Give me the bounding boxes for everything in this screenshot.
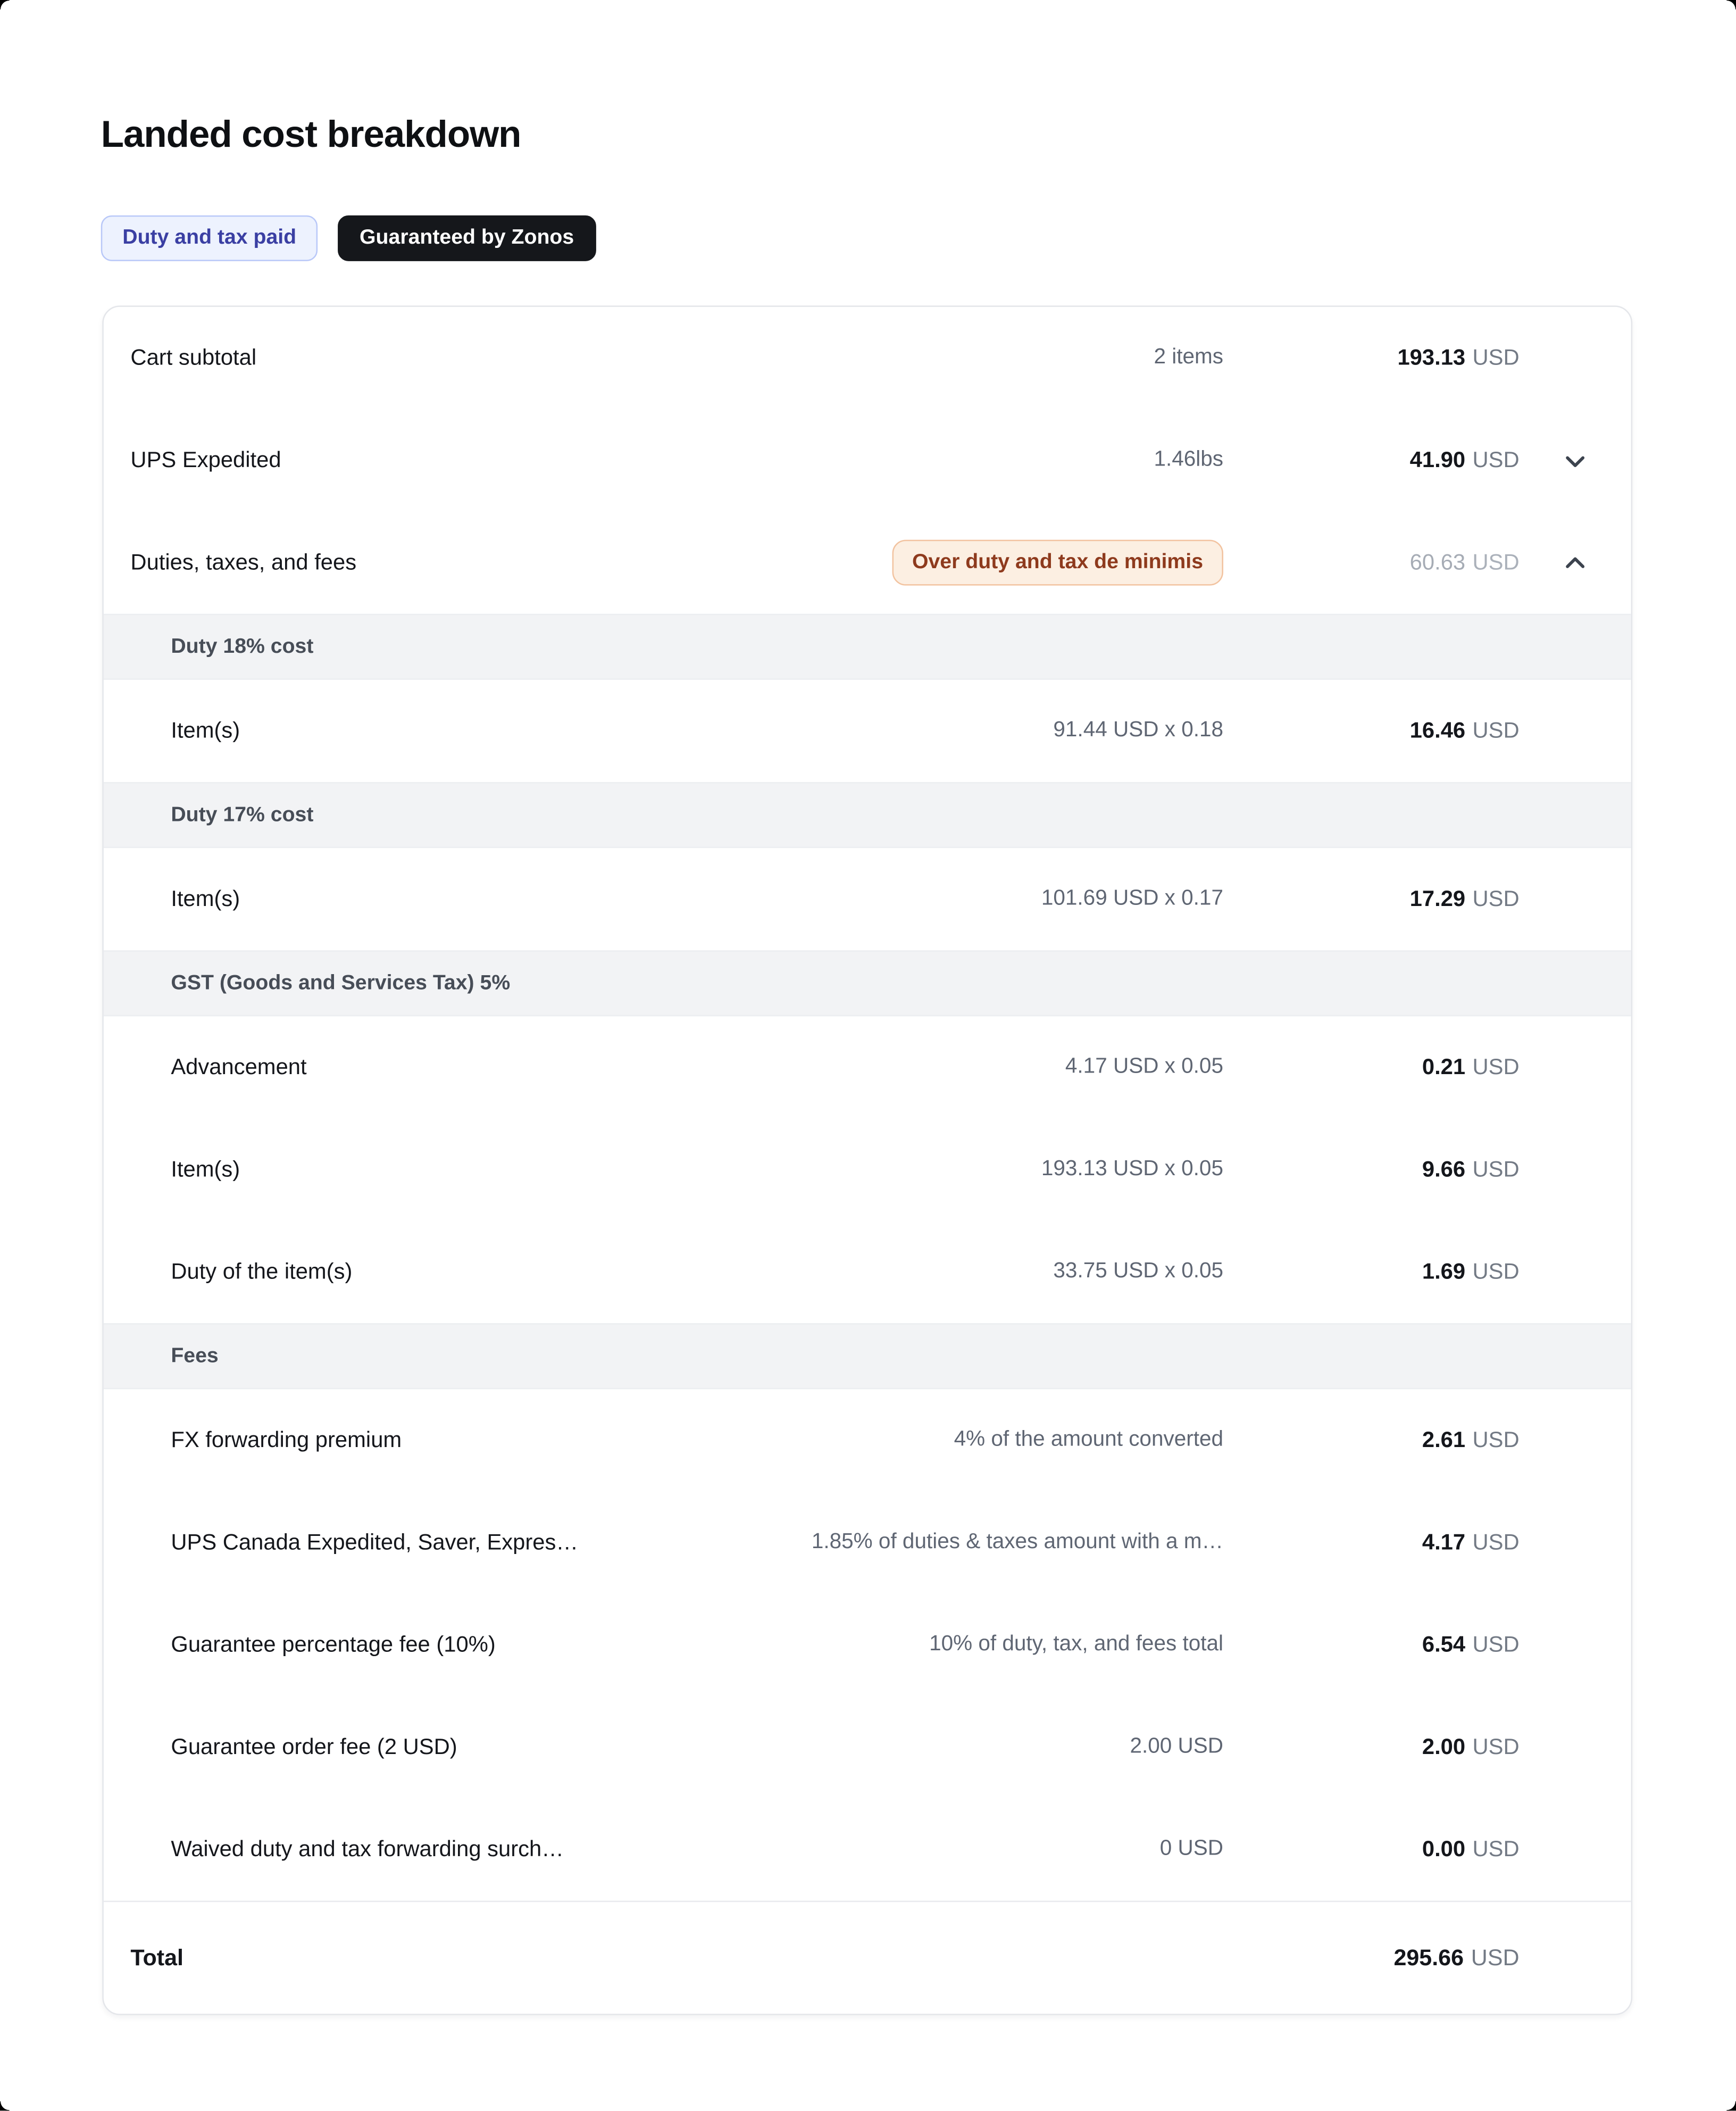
row-waived-forwarding-surcharge: Waived duty and tax forwarding surch… 0 … — [104, 1798, 1631, 1900]
section-header-gst: GST (Goods and Services Tax) 5% — [103, 950, 1631, 1017]
row-amount: 2.61 USD — [1422, 1427, 1520, 1452]
row-detail: 2 items — [1154, 346, 1223, 369]
row-label: Item(s) — [171, 718, 240, 743]
row-label: Guarantee order fee (2 USD) — [171, 1734, 457, 1759]
row-detail: 4.17 USD x 0.05 — [1065, 1055, 1223, 1078]
row-amount: 1.69 USD — [1422, 1259, 1520, 1284]
row-guarantee-order-fee: Guarantee order fee (2 USD) 2.00 USD 2.0… — [104, 1696, 1631, 1798]
row-amount: 17.29 USD — [1409, 886, 1520, 911]
row-label: Item(s) — [171, 886, 240, 911]
row-ups-expedited[interactable]: UPS Expedited 1.46lbs 41.90 USD — [104, 409, 1631, 511]
row-guarantee-percentage-fee: Guarantee percentage fee (10%) 10% of du… — [104, 1594, 1631, 1696]
corner-notch — [1726, 2101, 1736, 2111]
landed-cost-card: Cart subtotal 2 items 193.13 USD UPS Expe… — [102, 305, 1633, 2015]
row-detail: Over duty and tax de minimis — [356, 539, 1223, 586]
over-de-minimis-badge: Over duty and tax de minimis — [892, 539, 1223, 586]
status-badges: Duty and tax paid Guaranteed by Zonos — [101, 215, 596, 261]
duty-and-tax-paid-badge: Duty and tax paid — [101, 215, 318, 261]
row-detail: 193.13 USD x 0.05 — [1041, 1158, 1223, 1181]
row-label: FX forwarding premium — [171, 1427, 402, 1452]
row-duties-taxes-fees[interactable]: Duties, taxes, and fees Over duty and ta… — [104, 511, 1631, 613]
row-detail: 91.44 USD x 0.18 — [1053, 719, 1223, 742]
page-title: Landed cost breakdown — [101, 113, 522, 155]
row-detail: 10% of duty, tax, and fees total — [929, 1633, 1223, 1656]
row-detail: 1.85% of duties & taxes amount with a m… — [811, 1530, 1223, 1553]
row-detail: 101.69 USD x 0.17 — [1041, 887, 1223, 910]
row-fx-forwarding-premium: FX forwarding premium 4% of the amount c… — [104, 1389, 1631, 1491]
row-amount: 9.66 USD — [1422, 1157, 1520, 1182]
row-label: Item(s) — [171, 1157, 240, 1182]
row-label: Advancement — [171, 1054, 307, 1079]
row-gst-items: Item(s) 193.13 USD x 0.05 9.66 USD — [104, 1119, 1631, 1221]
row-duty18-items: Item(s) 91.44 USD x 0.18 16.46 USD — [104, 680, 1631, 782]
row-detail: 0 USD — [1159, 1837, 1223, 1860]
row-cart-subtotal: Cart subtotal 2 items 193.13 USD — [104, 307, 1631, 409]
total-label: Total — [130, 1944, 184, 1970]
corner-notch — [0, 2101, 10, 2111]
row-amount: 2.00 USD — [1422, 1734, 1520, 1759]
chevron-down-icon[interactable] — [1520, 445, 1631, 476]
row-gst-advancement: Advancement 4.17 USD x 0.05 0.21 USD — [104, 1016, 1631, 1118]
row-duty17-items: Item(s) 101.69 USD x 0.17 17.29 USD — [104, 848, 1631, 950]
row-amount: 6.54 USD — [1422, 1632, 1520, 1657]
row-gst-duty-of-items: Duty of the item(s) 33.75 USD x 0.05 1.6… — [104, 1221, 1631, 1323]
section-header-fees: Fees — [103, 1323, 1631, 1390]
total-amount: 295.66 USD — [1393, 1944, 1520, 1970]
row-label: UPS Canada Expedited, Saver, Expres… — [171, 1530, 579, 1555]
row-detail: 33.75 USD x 0.05 — [1053, 1260, 1223, 1283]
row-amount: 4.17 USD — [1422, 1530, 1520, 1555]
row-amount: 0.21 USD — [1422, 1054, 1520, 1079]
corner-notch — [0, 0, 10, 10]
chevron-up-icon[interactable] — [1520, 547, 1631, 578]
row-amount: 60.63 USD — [1409, 550, 1520, 575]
row-label: Guarantee percentage fee (10%) — [171, 1632, 496, 1657]
row-amount: 16.46 USD — [1409, 718, 1520, 743]
row-detail: 2.00 USD — [1130, 1735, 1223, 1758]
row-amount: 41.90 USD — [1409, 447, 1520, 472]
row-label: Duties, taxes, and fees — [130, 550, 357, 575]
row-ups-canada-fee: UPS Canada Expedited, Saver, Expres… 1.8… — [104, 1491, 1631, 1593]
row-detail: 1.46lbs — [1154, 448, 1223, 471]
row-label: Duty of the item(s) — [171, 1259, 353, 1284]
row-label: Cart subtotal — [130, 345, 257, 370]
row-total: Total 295.66 USD — [103, 1900, 1631, 2014]
row-amount: 193.13 USD — [1397, 345, 1520, 370]
row-label: Waived duty and tax forwarding surch… — [171, 1836, 564, 1861]
guaranteed-by-zonos-badge: Guaranteed by Zonos — [338, 215, 596, 261]
row-label: UPS Expedited — [130, 447, 281, 472]
corner-notch — [1726, 0, 1736, 10]
row-amount: 0.00 USD — [1422, 1836, 1520, 1861]
section-header-duty-17: Duty 17% cost — [103, 782, 1631, 849]
section-header-duty-18: Duty 18% cost — [103, 613, 1631, 680]
row-detail: 4% of the amount converted — [954, 1428, 1223, 1451]
